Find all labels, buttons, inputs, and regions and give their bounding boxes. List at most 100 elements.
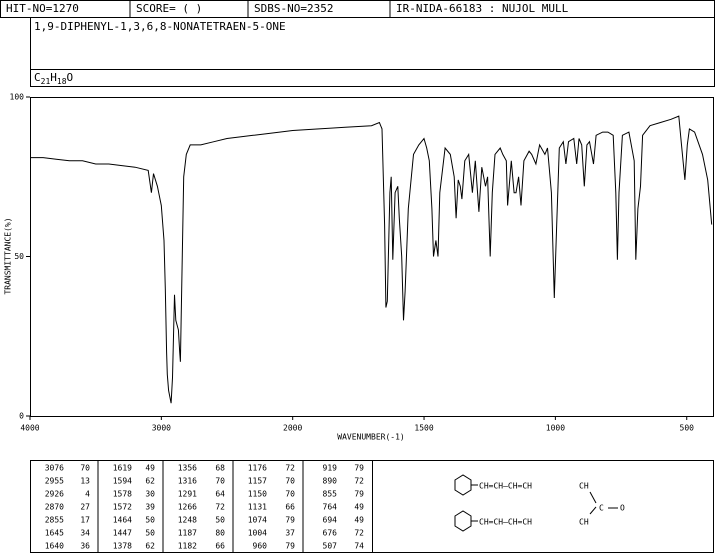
peak-transmittance: 70: [285, 490, 295, 499]
carbon: C: [599, 504, 604, 513]
peak-wavenumber: 1356: [178, 464, 197, 473]
peak-transmittance: 30: [145, 490, 155, 499]
y-tick-label: 0: [19, 412, 24, 421]
subscript: 21: [41, 77, 51, 86]
peak-wavenumber: 1378: [113, 542, 132, 551]
method: IR-NIDA-66183 : NUJOL MULL: [396, 2, 569, 15]
peak-wavenumber: 855: [323, 490, 338, 499]
peak-transmittance: 68: [215, 464, 225, 473]
peak-transmittance: 49: [145, 464, 155, 473]
peak-transmittance: 70: [215, 477, 225, 486]
peak-wavenumber: 764: [323, 503, 338, 512]
peak-wavenumber: 507: [323, 542, 338, 551]
peak-wavenumber: 1578: [113, 490, 132, 499]
sdbs-no: SDBS-NO=2352: [254, 2, 333, 15]
benzene-ring: [454, 474, 472, 496]
peak-transmittance: 66: [285, 503, 295, 512]
peak-transmittance: 36: [80, 542, 90, 551]
structure-box: [372, 460, 714, 553]
peak-wavenumber: 919: [323, 464, 338, 473]
header-box: [0, 0, 715, 18]
peak-wavenumber: 1182: [178, 542, 197, 551]
peak-transmittance: 72: [354, 529, 364, 538]
x-tick-label: 3000: [152, 424, 171, 433]
x-axis-label: WAVENUMBER(-1): [337, 433, 404, 442]
bond: [589, 506, 597, 515]
peak-transmittance: 50: [145, 529, 155, 538]
peak-wavenumber: 1645: [45, 529, 64, 538]
element: C: [34, 71, 41, 84]
plot-frame: [30, 97, 714, 417]
peak-wavenumber: 1176: [248, 464, 267, 473]
peak-transmittance: 79: [354, 464, 364, 473]
x-tick-label: 4000: [20, 424, 39, 433]
score: SCORE= ( ): [136, 2, 202, 15]
peak-wavenumber: 1291: [178, 490, 197, 499]
peak-wavenumber: 1640: [45, 542, 64, 551]
x-tick-label: 1500: [414, 424, 433, 433]
peak-wavenumber: 676: [323, 529, 338, 538]
peak-wavenumber: 1248: [178, 516, 197, 525]
peak-transmittance: 4: [85, 490, 90, 499]
peak-transmittance: 62: [145, 542, 155, 551]
peak-wavenumber: 2955: [45, 477, 64, 486]
peak-transmittance: 17: [80, 516, 90, 525]
peak-transmittance: 39: [145, 503, 155, 512]
chain: CH=CH—CH=CH: [479, 518, 532, 527]
compound-name: 1,9-DIPHENYL-1,3,6,8-NONATETRAEN-5-ONE: [34, 20, 286, 33]
structure: [454, 474, 618, 532]
peak-wavenumber: 2855: [45, 516, 64, 525]
peak-transmittance: 79: [285, 542, 295, 551]
spectrum-line: [30, 115, 713, 404]
peak-transmittance: 64: [215, 490, 225, 499]
peak-transmittance: 74: [354, 542, 364, 551]
peak-transmittance: 50: [215, 516, 225, 525]
chain-end: CH: [579, 518, 589, 527]
subscript: 18: [57, 77, 67, 86]
peak-transmittance: 62: [145, 477, 155, 486]
peak-transmittance: 49: [354, 516, 364, 525]
peak-wavenumber: 1150: [248, 490, 267, 499]
peak-wavenumber: 2926: [45, 490, 64, 499]
peak-wavenumber: 2870: [45, 503, 64, 512]
peak-transmittance: 34: [80, 529, 90, 538]
peak-wavenumber: 3076: [45, 464, 64, 473]
peak-transmittance: 27: [80, 503, 90, 512]
x-tick-label: 500: [680, 424, 695, 433]
x-tick-label: 2000: [283, 424, 302, 433]
y-tick-label: 50: [14, 252, 24, 261]
peak-transmittance: 70: [80, 464, 90, 473]
y-tick-label: 100: [10, 93, 25, 102]
chain: CH=CH—CH=CH: [479, 482, 532, 491]
peak-transmittance: 79: [354, 490, 364, 499]
peak-wavenumber: 1187: [178, 529, 197, 538]
formula-box: [30, 69, 715, 87]
hit-no: HIT-NO=1270: [6, 2, 79, 15]
peak-wavenumber: 960: [253, 542, 268, 551]
peak-transmittance: 50: [145, 516, 155, 525]
peak-wavenumber: 890: [323, 477, 338, 486]
element: H: [50, 71, 57, 84]
peak-wavenumber: 1447: [113, 529, 132, 538]
x-tick-label: 1000: [546, 424, 565, 433]
peak-wavenumber: 1316: [178, 477, 197, 486]
peak-transmittance: 66: [215, 542, 225, 551]
peak-wavenumber: 1594: [113, 477, 132, 486]
peak-wavenumber: 1572: [113, 503, 132, 512]
peak-transmittance: 72: [354, 477, 364, 486]
peak-wavenumber: 1266: [178, 503, 197, 512]
peak-wavenumber: 1131: [248, 503, 267, 512]
peak-transmittance: 70: [285, 477, 295, 486]
peak-transmittance: 80: [215, 529, 225, 538]
formula: C21H18O: [34, 71, 73, 86]
element: O: [67, 71, 74, 84]
y-axis-label: TRANSMITTANCE(%): [4, 217, 13, 294]
chain-end: CH: [579, 482, 589, 491]
peak-wavenumber: 1004: [248, 529, 267, 538]
peak-transmittance: 37: [285, 529, 295, 538]
peak-transmittance: 49: [354, 503, 364, 512]
bond: [589, 491, 597, 504]
peak-wavenumber: 1157: [248, 477, 267, 486]
peak-wavenumber: 1074: [248, 516, 267, 525]
